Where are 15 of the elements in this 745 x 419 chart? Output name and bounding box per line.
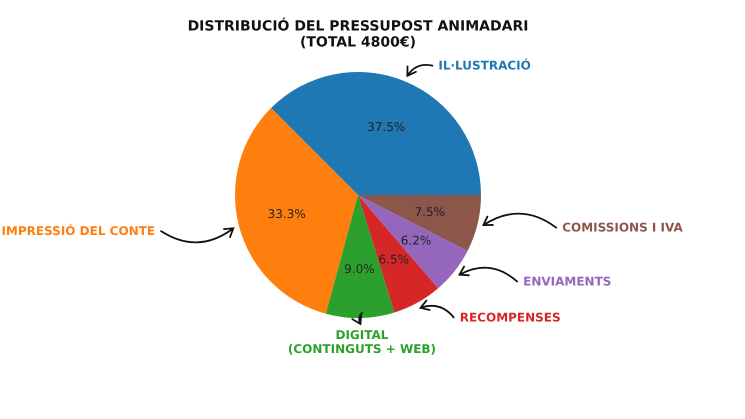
data-label: 6.5% <box>378 252 410 267</box>
data-label: 7.5% <box>414 205 446 220</box>
pie-slice <box>358 195 481 251</box>
pie-slice <box>271 72 481 195</box>
slice-label: DIGITAL (CONTINGUTS + WEB) <box>288 328 436 356</box>
slice-label: IMPRESSIÓ DEL CONTE <box>1 223 156 238</box>
data-label: 37.5% <box>367 120 406 134</box>
slice-label: RECOMPENSES <box>460 310 561 324</box>
data-label: 33.3% <box>268 207 306 222</box>
chart-title: DISTRIBUCIÓ DEL PRESSUPOST ANIMADARI (TOTAL 4800€) <box>188 18 528 51</box>
slice-label: IL·LUSTRACIÓ <box>438 58 531 73</box>
slice-label: ENVIAMENTS <box>523 274 612 288</box>
data-label: 9.0% <box>344 262 375 276</box>
slice-label: COMISSIONS I IVA <box>562 220 684 235</box>
data-label: 6.2% <box>400 234 432 248</box>
